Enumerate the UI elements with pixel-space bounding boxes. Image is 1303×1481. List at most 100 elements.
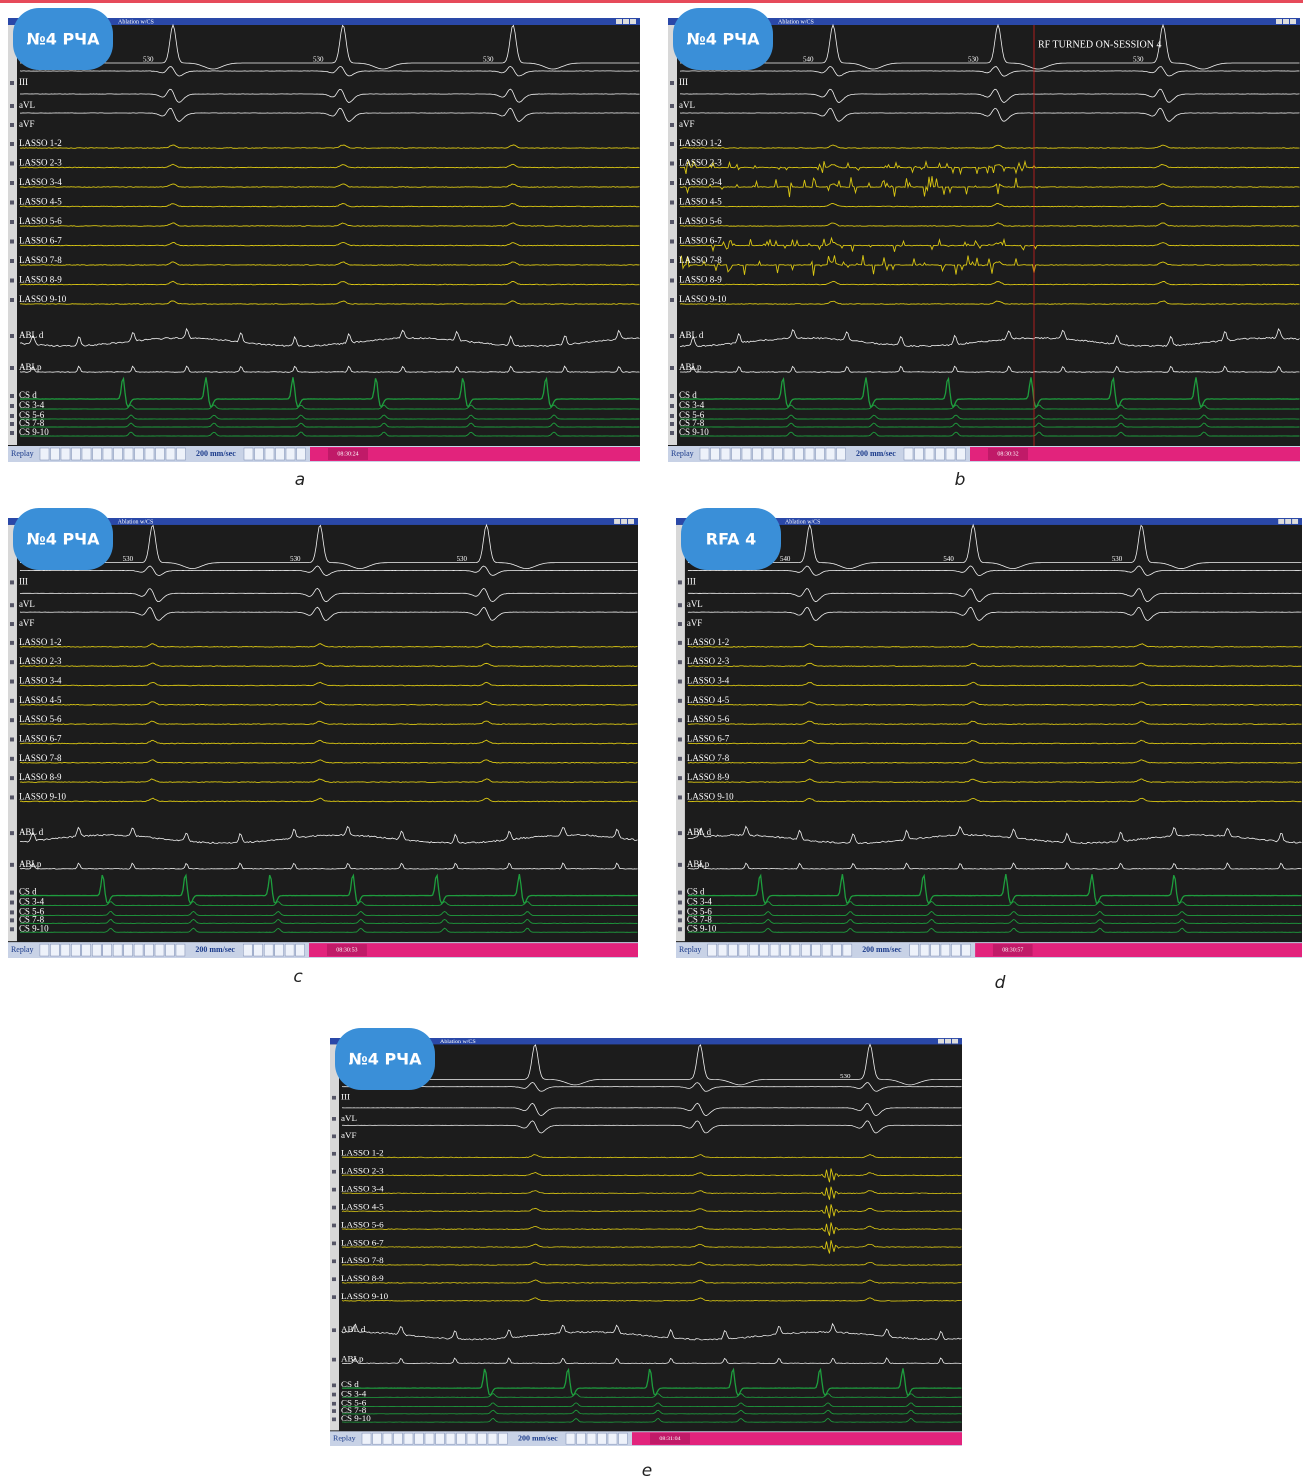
- channel-label: LASSO 4-5: [19, 197, 62, 207]
- channel-label: LASSO 5-6: [19, 714, 62, 724]
- channel-label: aVF: [687, 618, 702, 628]
- gutter-tick: [10, 414, 14, 418]
- gutter-tick: [10, 718, 14, 722]
- gutter-tick: [10, 201, 14, 205]
- toolbar-button: [156, 448, 165, 460]
- channel-label: LASSO 9-10: [19, 294, 67, 304]
- toolbar-button: [951, 944, 960, 956]
- toolbar-button: [718, 944, 727, 956]
- window-title: Ablation w/CS: [118, 519, 154, 525]
- toolbar-button: [103, 944, 112, 956]
- gutter-tick: [10, 404, 14, 408]
- toolbar-button: [763, 448, 772, 460]
- channel-label: LASSO 6-7: [19, 236, 62, 246]
- channel-label: aVF: [679, 119, 695, 129]
- gutter-tick: [10, 181, 14, 185]
- gutter-tick: [678, 603, 682, 607]
- toolbar-button: [721, 448, 730, 460]
- gutter-tick: [332, 1170, 336, 1174]
- cycle-length: 530: [457, 555, 468, 563]
- gutter-tick: [678, 831, 682, 835]
- channel-label: LASSO 4-5: [19, 695, 62, 705]
- gutter-tick: [670, 181, 674, 185]
- cycle-length: 530: [143, 56, 154, 64]
- window-control: [945, 1039, 951, 1044]
- left-gutter: [8, 25, 17, 445]
- gutter-tick: [678, 718, 682, 722]
- toolbar-button: [82, 448, 91, 460]
- channel-label: ABL d: [687, 827, 712, 837]
- gutter-tick: [332, 1295, 336, 1299]
- trace-area: [330, 1038, 962, 1446]
- channel-label: ABLp: [19, 362, 42, 372]
- gutter-tick: [10, 240, 14, 244]
- window-control: [621, 519, 627, 524]
- left-gutter: [8, 525, 17, 941]
- speed-label: 200 mm/sec: [195, 945, 235, 954]
- toolbar-button: [275, 944, 284, 956]
- gutter-tick: [10, 863, 14, 867]
- gutter-tick: [10, 580, 14, 584]
- channel-label: LASSO 7-8: [19, 255, 62, 265]
- panel-caption: d: [995, 973, 1006, 993]
- channel-label: LASSO 8-9: [341, 1273, 384, 1283]
- toolbar-button: [728, 944, 737, 956]
- recording-window: Ablation w/CSIIIaVLaVFLASSO 1-2LASSO 2-3…: [8, 518, 638, 958]
- speed-label: 200 mm/sec: [862, 945, 902, 954]
- toolbar-button: [962, 944, 971, 956]
- toolbar-button: [910, 944, 919, 956]
- toolbar-button: [760, 944, 769, 956]
- toolbar-button: [478, 1433, 487, 1444]
- channel-label: CS d: [679, 390, 697, 400]
- channel-label: aVF: [341, 1131, 357, 1141]
- cycle-length: 530: [1133, 56, 1144, 64]
- channel-label: III: [19, 576, 28, 586]
- toolbar-button: [297, 448, 306, 460]
- toolbar-button: [40, 944, 49, 956]
- channel-label: LASSO 3-4: [687, 676, 730, 686]
- gutter-tick: [10, 831, 14, 835]
- gutter-tick: [10, 104, 14, 108]
- gutter-tick: [670, 422, 674, 426]
- gutter-tick: [10, 220, 14, 224]
- gutter-tick: [670, 259, 674, 263]
- channel-label: LASSO 2-3: [679, 158, 722, 168]
- channel-label: LASSO 2-3: [341, 1166, 384, 1176]
- cycle-length: 540: [803, 56, 814, 64]
- gutter-tick: [10, 699, 14, 703]
- gutter-tick: [332, 1393, 336, 1397]
- channel-label: LASSO 7-8: [19, 753, 62, 763]
- top-rule: [0, 0, 1303, 3]
- trace-area: [676, 518, 1302, 958]
- toolbar-button: [415, 1433, 424, 1444]
- gutter-tick: [678, 863, 682, 867]
- channel-label: LASSO 3-4: [19, 676, 62, 686]
- toolbar-button: [51, 448, 60, 460]
- toolbar-button: [82, 944, 91, 956]
- toolbar-button: [457, 1433, 466, 1444]
- gutter-tick: [332, 1206, 336, 1210]
- channel-label: LASSO 1-2: [341, 1148, 384, 1158]
- toolbar-button: [946, 448, 955, 460]
- gutter-tick: [332, 1358, 336, 1362]
- channel-label: LASSO 9-10: [687, 792, 734, 802]
- page-body: Ablation w/CSIIIaVLaVFLASSO 1-2LASSO 2-3…: [0, 0, 1303, 1481]
- channel-label: III: [341, 1092, 350, 1102]
- channel-label: CS d: [19, 887, 37, 897]
- channel-label: ABL d: [679, 330, 704, 340]
- cycle-length: 530: [840, 1073, 851, 1080]
- toolbar-button: [843, 944, 852, 956]
- panel-caption: b: [955, 470, 966, 490]
- window-control: [1276, 19, 1282, 24]
- toolbar-button: [362, 1433, 371, 1444]
- channel-label: CS 3-4: [687, 897, 713, 907]
- channel-label: LASSO 5-6: [19, 216, 62, 226]
- window-title: Ablation w/CS: [778, 19, 814, 25]
- window-title: Ablation w/CS: [118, 19, 154, 25]
- channel-label: aVF: [19, 119, 35, 129]
- recording-window: Ablation w/CSIIIaVLaVFLASSO 1-2LASSO 2-3…: [8, 18, 640, 462]
- toolbar-button: [770, 944, 779, 956]
- channel-label: LASSO 6-7: [679, 236, 722, 246]
- replay-button: Replay: [11, 945, 34, 954]
- channel-label: aVF: [19, 618, 34, 628]
